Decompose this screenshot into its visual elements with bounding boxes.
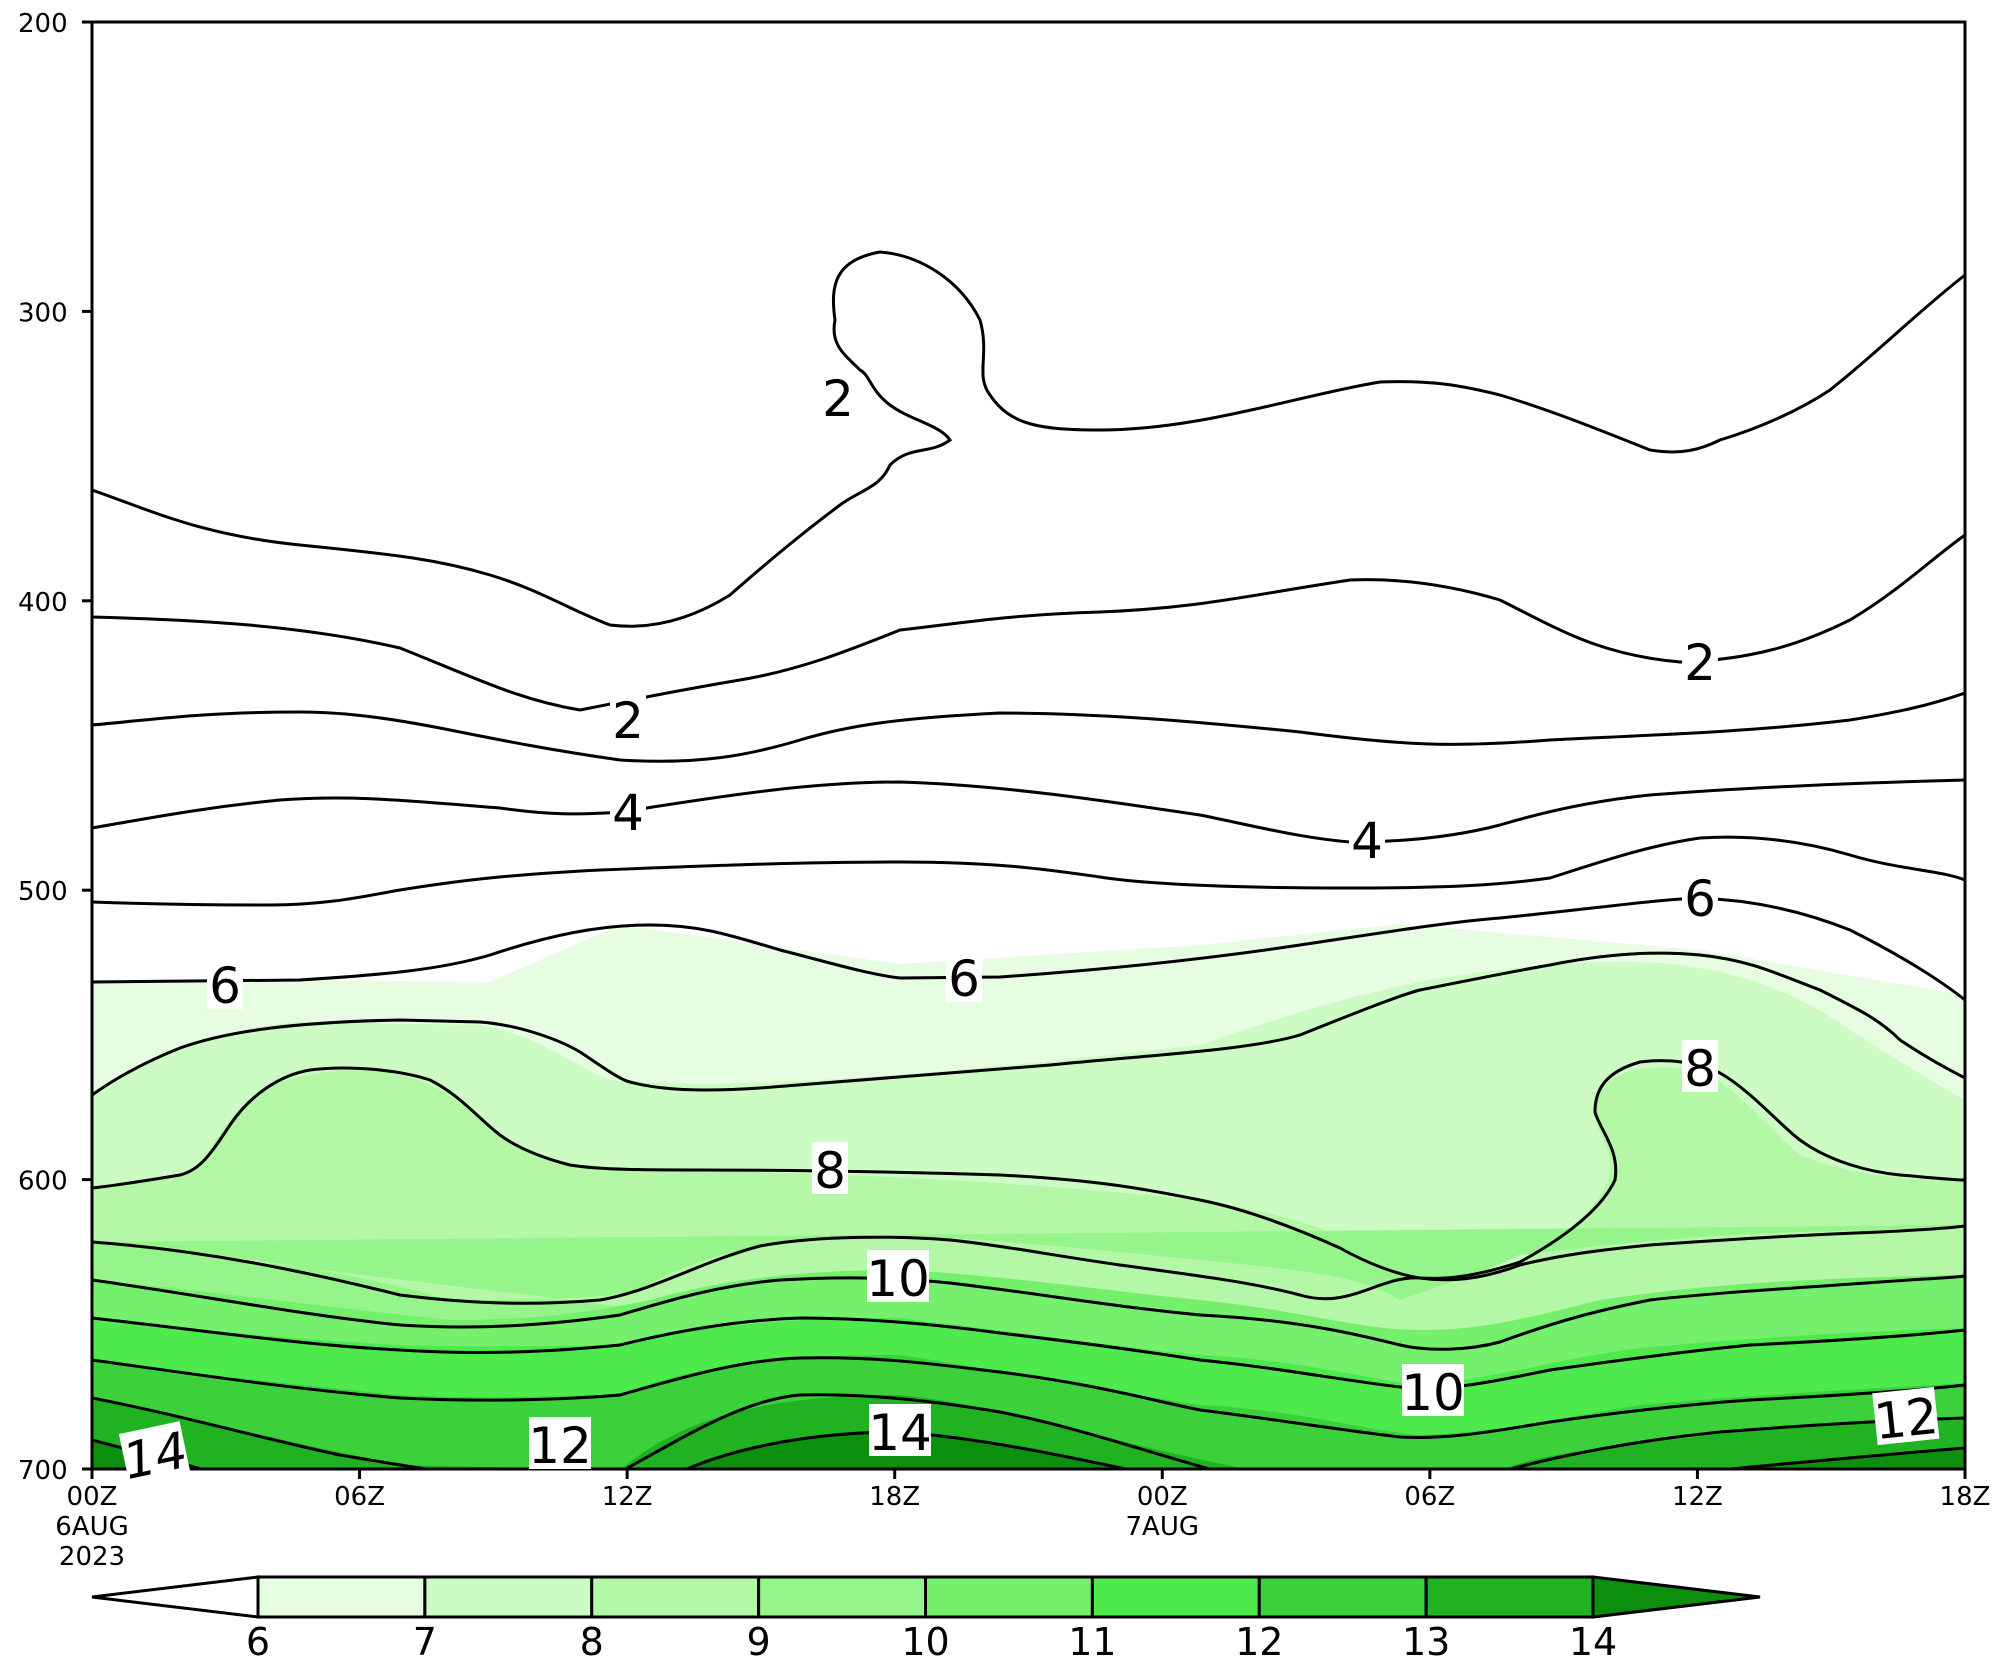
y-tick-label: 700 xyxy=(18,1456,68,1486)
contour-label: 4 xyxy=(612,784,644,842)
contour-6 xyxy=(92,951,1965,1097)
x-tick-label: 12Z xyxy=(602,1482,653,1512)
y-tick-label: 400 xyxy=(18,588,68,618)
contour-8 xyxy=(92,1224,1965,1305)
contour-3 xyxy=(92,778,1965,844)
colorbar-label: 13 xyxy=(1402,1620,1450,1663)
contour-2 xyxy=(92,691,1965,763)
contour-label: 6 xyxy=(209,957,241,1015)
x-tick-label: 06Z xyxy=(334,1482,385,1512)
contour-label: 2 xyxy=(612,692,644,750)
x-tick-label: 12Z xyxy=(1672,1482,1723,1512)
contour-label: 14 xyxy=(868,1404,932,1462)
x-tick-label: 00Z xyxy=(67,1482,118,1512)
x-tick-label: 18Z xyxy=(869,1482,920,1512)
contour-label-bg xyxy=(1402,1364,1464,1416)
colorbar-label: 9 xyxy=(747,1620,771,1663)
colorbar-swatch xyxy=(1424,1575,1595,1619)
colorbar-extend-low xyxy=(91,1575,260,1619)
contour-label-bg xyxy=(1682,870,1718,922)
colorbar-label: 14 xyxy=(1569,1620,1617,1663)
band-13-14 xyxy=(92,1395,1965,1469)
date-label: 7AUG xyxy=(1126,1512,1200,1542)
contour-label-bg xyxy=(1682,1040,1718,1092)
contour-label: 8 xyxy=(814,1142,846,1200)
contour-label-bg xyxy=(946,950,982,1002)
contour-label-bg xyxy=(207,957,243,1009)
contour-9 xyxy=(92,1274,1965,1351)
colorbar-swatch xyxy=(423,1575,594,1619)
date-label: 2023 xyxy=(59,1542,125,1572)
y-tick-label: 300 xyxy=(18,298,68,328)
colorbar-swatch xyxy=(757,1575,927,1619)
x-tick-label: 06Z xyxy=(1404,1482,1455,1512)
date-label: 6AUG xyxy=(55,1512,129,1542)
contour-label-bg xyxy=(610,784,646,836)
contour-label-bg xyxy=(869,1404,931,1456)
contour-label: 12 xyxy=(1871,1387,1940,1451)
contour-label: 12 xyxy=(528,1417,592,1475)
contour-label: 8 xyxy=(1684,1040,1716,1098)
contour-label-bg xyxy=(820,370,856,422)
contour-10 xyxy=(92,1316,1965,1390)
colorbar-swatch xyxy=(256,1575,427,1619)
contour-label: 2 xyxy=(822,370,854,428)
contour-label: 14 xyxy=(118,1421,192,1491)
contour-label-bg xyxy=(812,1142,848,1194)
contour-label-bg xyxy=(1682,634,1718,686)
y-axis: 200 300 400 500 600 700 xyxy=(18,9,92,1486)
contour-label: 2 xyxy=(1684,634,1716,692)
contour-label: 4 xyxy=(1351,812,1383,870)
colorbar-label: 8 xyxy=(580,1620,604,1663)
contour-label-bg xyxy=(610,692,646,744)
colorbar-label: 11 xyxy=(1068,1620,1116,1663)
contour-label-bg xyxy=(1872,1386,1940,1446)
filled-contours xyxy=(92,924,1965,1469)
colorbar-swatch xyxy=(590,1575,761,1619)
y-tick-label: 600 xyxy=(18,1167,68,1197)
contour-label-bg xyxy=(529,1417,591,1469)
contour-5 xyxy=(92,896,1965,1002)
colorbar: 6 7 8 9 10 11 12 13 14 xyxy=(91,1575,1761,1663)
contour-label: 6 xyxy=(948,950,980,1008)
x-tick-label: 00Z xyxy=(1137,1482,1188,1512)
colorbar-label: 7 xyxy=(413,1620,437,1663)
colorbar-label: 6 xyxy=(246,1620,270,1663)
colorbar-swatch xyxy=(1090,1575,1261,1619)
x-tick-label: 18Z xyxy=(1940,1482,1991,1512)
contour-4 xyxy=(92,835,1965,907)
contour-labels: 2 2 2 4 4 6 6 6 8 8 10 10 12 12 14 14 xyxy=(118,370,1941,1491)
contour-label-bg xyxy=(1349,812,1385,864)
colorbar-label: 12 xyxy=(1235,1620,1283,1663)
contour-label-bg xyxy=(867,1250,929,1302)
contour-label-bg xyxy=(118,1421,191,1485)
y-tick-label: 200 xyxy=(18,9,68,39)
y-tick-label: 500 xyxy=(18,877,68,907)
contour-label: 10 xyxy=(866,1250,930,1308)
plot-frame xyxy=(90,20,1967,1471)
contour-0 xyxy=(92,250,1965,628)
contour-11 xyxy=(92,1356,1965,1440)
colorbar-swatch xyxy=(924,1575,1094,1619)
colorbar-extend-high xyxy=(1591,1575,1761,1619)
colorbar-label: 10 xyxy=(901,1620,949,1663)
contour-label: 10 xyxy=(1401,1364,1465,1422)
colorbar-swatch xyxy=(1257,1575,1428,1619)
contour-label: 6 xyxy=(1684,870,1716,928)
